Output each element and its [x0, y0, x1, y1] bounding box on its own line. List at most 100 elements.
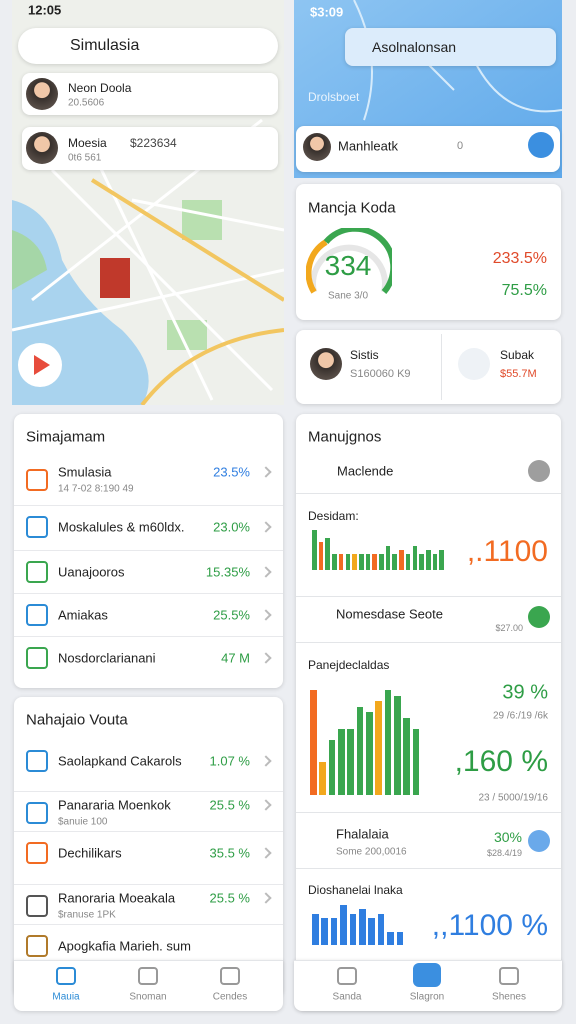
row-value: 25.5 %	[209, 890, 250, 906]
bar	[368, 918, 375, 945]
bar	[345, 554, 351, 570]
button[interactable]	[528, 132, 554, 158]
gauge	[306, 228, 392, 294]
divider	[14, 791, 283, 792]
row-sub: 14 7-02 8:190 49	[58, 483, 134, 495]
button[interactable]	[528, 830, 550, 852]
bar	[366, 712, 373, 795]
bar	[321, 918, 328, 945]
button[interactable]	[528, 460, 550, 482]
row-value: 30%	[493, 829, 522, 845]
row-label: Maclende	[337, 463, 394, 479]
contact-card[interactable]	[22, 73, 278, 115]
bar	[412, 546, 418, 570]
divider	[296, 596, 561, 597]
gauge-sub: Sane 3/0	[327, 290, 369, 302]
bar	[349, 913, 357, 945]
divider	[296, 812, 561, 813]
person-sub: S160060 K9	[350, 368, 411, 380]
contact-name: Moesia	[68, 136, 107, 150]
nav-icon[interactable]	[413, 963, 441, 987]
row-label: Panararia Moenkok	[58, 797, 171, 813]
row-sub: $anuie 100	[58, 816, 108, 828]
row-value: 23.5%	[213, 464, 250, 480]
contact-card[interactable]	[22, 127, 278, 170]
search-bar[interactable]	[18, 28, 278, 64]
gauge-card	[296, 184, 561, 320]
stat: 75.5%	[501, 282, 547, 299]
nav-label: Slagron	[409, 991, 445, 1003]
row-value: 47 M	[221, 650, 250, 666]
row-label: Moskalules & m60ldx.	[58, 519, 185, 535]
nav-icon[interactable]	[220, 967, 240, 985]
gauge-value: 334	[324, 250, 372, 281]
bar	[347, 728, 354, 795]
button[interactable]	[528, 606, 550, 628]
contact-amount: $223634	[130, 136, 177, 150]
bar	[394, 695, 401, 795]
stat: ,160 %	[454, 745, 548, 778]
search-text: Asolnalonsan	[372, 39, 457, 55]
nav-icon[interactable]	[499, 967, 519, 985]
map	[12, 0, 284, 405]
row-label: Smulasia	[58, 464, 112, 480]
search-text: Simulasia	[70, 37, 140, 54]
contact-card[interactable]	[296, 126, 560, 172]
bar	[377, 913, 385, 945]
stat: 39 %	[502, 681, 548, 704]
row-value: 15.35%	[205, 564, 250, 580]
bar	[403, 717, 410, 795]
card-title: Simajamam	[26, 428, 106, 446]
bar	[387, 931, 394, 945]
row-label: Fhalalaia	[336, 826, 389, 842]
nav-icon[interactable]	[337, 967, 357, 985]
row-icon	[26, 750, 48, 772]
row-sub: $27.00	[495, 623, 523, 633]
bar	[425, 550, 431, 570]
bar	[365, 554, 371, 570]
chart-title: Dioshanelai lnaka	[308, 883, 403, 897]
bar	[379, 554, 384, 570]
row-value: 25.5 %	[209, 797, 250, 813]
divider	[14, 884, 283, 885]
bar	[325, 538, 331, 570]
bar	[439, 550, 444, 570]
divider	[14, 831, 283, 832]
bar	[384, 690, 392, 795]
row-icon	[26, 842, 48, 864]
bar	[319, 761, 326, 795]
bar	[392, 554, 398, 570]
divider	[14, 636, 283, 637]
row-sub: $ranuse 1PK	[58, 909, 116, 921]
divider	[14, 550, 283, 551]
nav-label: Sanda	[332, 991, 362, 1003]
search-bar[interactable]	[345, 28, 556, 66]
bar	[312, 913, 319, 945]
card-title: Nahajaio Vouta	[26, 711, 128, 729]
stat-sub: 23 / 5000/19/16	[478, 792, 548, 804]
bar	[338, 728, 345, 795]
list-card	[14, 414, 283, 688]
icon	[458, 348, 490, 380]
divider	[14, 505, 283, 506]
divider	[14, 593, 283, 594]
bar	[412, 728, 420, 795]
contact-sub: 20.5606	[68, 97, 105, 109]
row-sub: Some 200,0016	[336, 846, 407, 858]
contact-name: Neon Doola	[68, 81, 132, 95]
bar	[340, 905, 347, 945]
row-sub: $28.4/19	[486, 848, 522, 858]
row-value: 35.5 %	[209, 845, 250, 861]
bar	[396, 931, 404, 945]
person-name: Sistis	[350, 348, 379, 362]
bar	[338, 554, 344, 570]
chart-value: ,,1100 %	[431, 909, 548, 942]
status-time: $3:09	[310, 4, 344, 20]
avatar	[26, 132, 58, 164]
chart-title: Desidam:	[308, 509, 359, 523]
divider	[14, 924, 283, 925]
row-icon	[26, 647, 48, 669]
divider	[296, 493, 561, 494]
nav-icon[interactable]	[56, 967, 76, 985]
nav-icon[interactable]	[138, 967, 158, 985]
